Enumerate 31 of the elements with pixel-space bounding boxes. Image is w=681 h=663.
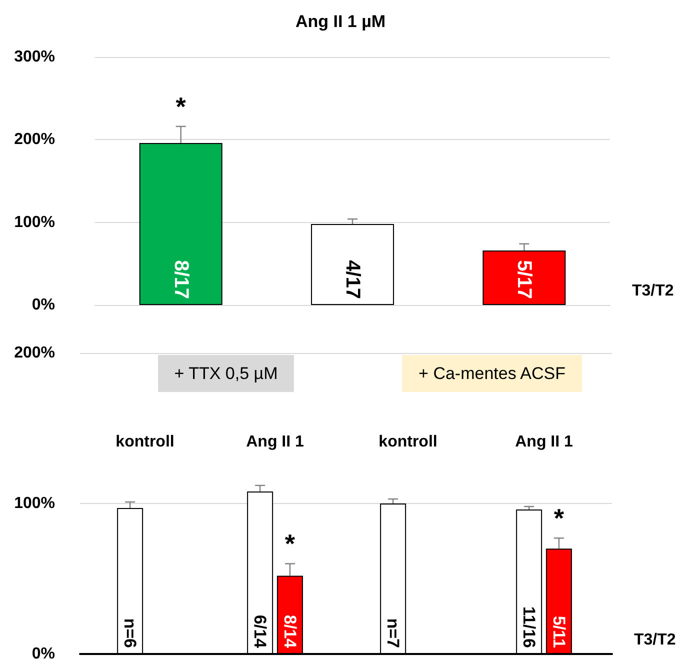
y-tick-label: 0%	[32, 296, 55, 314]
annotation: *	[554, 503, 565, 534]
annotation: 5/17	[513, 260, 536, 299]
annotation: 8/14	[280, 614, 300, 649]
annotation: *	[176, 91, 187, 122]
annotation: n=7	[384, 618, 403, 648]
y-tick-label: 100%	[14, 495, 55, 512]
y-tick-label: 200%	[14, 131, 55, 148]
annotation: 4/17	[342, 260, 364, 299]
y-tick-label: 100%	[14, 214, 55, 231]
annotation: *	[284, 528, 296, 559]
x-axis-title: T3/T2	[632, 282, 674, 300]
text: + Ca-mentes ACSF	[418, 364, 566, 383]
x-axis-title: T3/T2	[634, 632, 676, 648]
x-tick-label: kontroll	[378, 434, 438, 450]
annotation: n=6	[120, 618, 140, 648]
y-tick-label: 200%	[14, 344, 55, 362]
y-tick-label: 300%	[14, 48, 55, 66]
x-tick-label: kontroll	[116, 434, 174, 450]
annotation: 5/11	[549, 616, 568, 648]
bar	[482, 250, 566, 305]
x-tick-label: Ang II 1	[246, 434, 304, 450]
text: + TTX 0,5 µM	[174, 364, 278, 383]
annotation: 6/14	[250, 614, 270, 649]
x-tick-label: Ang II 1	[515, 434, 573, 450]
annotation: 11/16	[520, 606, 539, 648]
y-tick-label: 0%	[32, 646, 55, 662]
bar	[311, 224, 394, 305]
bar	[139, 142, 222, 305]
annotation: 8/17	[170, 260, 192, 299]
chart-title: Ang II 1 µM	[295, 12, 386, 31]
